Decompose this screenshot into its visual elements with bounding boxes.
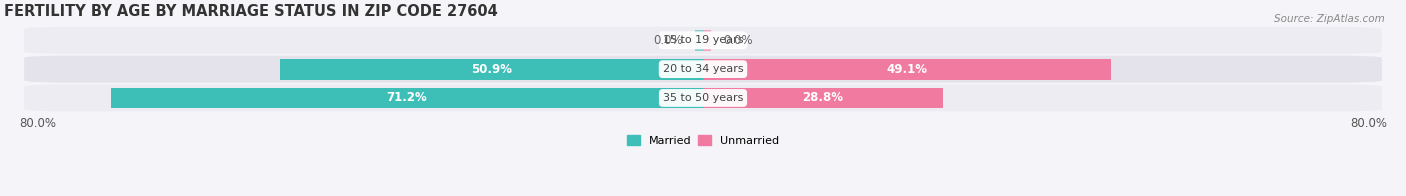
Bar — [703, 88, 942, 108]
Bar — [703, 59, 1112, 80]
Legend: Married, Unmarried: Married, Unmarried — [624, 133, 782, 148]
Bar — [703, 30, 711, 51]
Text: 0.0%: 0.0% — [723, 34, 752, 47]
Text: 50.9%: 50.9% — [471, 63, 512, 76]
Text: 71.2%: 71.2% — [387, 92, 427, 104]
Bar — [111, 88, 703, 108]
FancyBboxPatch shape — [24, 84, 1382, 112]
Bar — [695, 30, 703, 51]
Text: 0.0%: 0.0% — [654, 34, 683, 47]
Text: 20 to 34 years: 20 to 34 years — [662, 64, 744, 74]
Text: Source: ZipAtlas.com: Source: ZipAtlas.com — [1274, 14, 1385, 24]
FancyBboxPatch shape — [24, 56, 1382, 83]
Text: FERTILITY BY AGE BY MARRIAGE STATUS IN ZIP CODE 27604: FERTILITY BY AGE BY MARRIAGE STATUS IN Z… — [4, 4, 498, 19]
Text: 28.8%: 28.8% — [803, 92, 844, 104]
Bar — [280, 59, 703, 80]
FancyBboxPatch shape — [24, 27, 1382, 54]
Text: 35 to 50 years: 35 to 50 years — [662, 93, 744, 103]
Text: 15 to 19 years: 15 to 19 years — [662, 35, 744, 45]
Text: 49.1%: 49.1% — [887, 63, 928, 76]
